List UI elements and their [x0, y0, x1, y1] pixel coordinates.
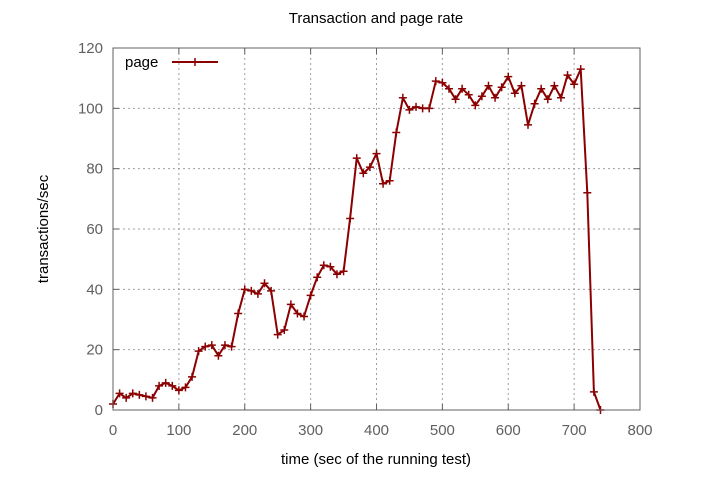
- data-point-marker: [168, 381, 177, 390]
- data-point-marker: [385, 176, 394, 185]
- data-point-marker: [273, 330, 282, 339]
- data-point-marker: [425, 104, 434, 113]
- data-point-marker: [332, 270, 341, 279]
- x-tick-label: 400: [364, 422, 389, 439]
- legend-label-page: page: [125, 54, 158, 71]
- data-point-marker: [438, 78, 447, 87]
- data-point-marker: [458, 84, 467, 93]
- data-point-marker: [194, 347, 203, 356]
- y-tick-label: 60: [86, 221, 103, 238]
- data-point-marker: [530, 99, 539, 108]
- data-point-marker: [379, 179, 388, 188]
- data-point-marker: [444, 84, 453, 93]
- data-point-marker: [155, 381, 164, 390]
- data-point-marker: [247, 286, 256, 295]
- data-point-marker: [365, 163, 374, 172]
- y-tick-label: 120: [78, 40, 103, 57]
- data-point-marker: [201, 342, 210, 351]
- data-point-marker: [352, 154, 361, 163]
- data-point-marker: [214, 351, 223, 360]
- data-point-marker: [359, 169, 368, 178]
- data-point-marker: [234, 309, 243, 318]
- data-point-marker: [122, 393, 131, 402]
- axis-ticks: 0 100 200 300 400 500 600 700 800 0 20 40 60 80 100 120: [78, 40, 653, 439]
- data-point-marker: [346, 214, 355, 223]
- series-layer: [109, 65, 605, 414]
- y-tick-label: 80: [86, 161, 103, 178]
- data-point-marker: [174, 386, 183, 395]
- x-tick-label: 800: [627, 422, 652, 439]
- data-point-marker: [491, 93, 500, 102]
- data-point-marker: [576, 65, 585, 74]
- data-point-marker: [398, 93, 407, 102]
- data-point-marker: [286, 300, 295, 309]
- chart-title: Transaction and page rate: [289, 10, 464, 27]
- data-point-marker: [431, 77, 440, 86]
- data-point-marker: [339, 267, 348, 276]
- y-tick-label: 20: [86, 342, 103, 359]
- data-point-marker: [405, 105, 414, 114]
- data-point-marker: [589, 387, 598, 396]
- x-tick-label: 700: [562, 422, 587, 439]
- data-point-marker: [464, 90, 473, 99]
- data-point-marker: [260, 279, 269, 288]
- data-point-marker: [550, 81, 559, 90]
- data-point-marker: [161, 378, 170, 387]
- x-tick-label: 500: [430, 422, 455, 439]
- data-point-marker: [128, 389, 137, 398]
- data-point-marker: [524, 120, 533, 129]
- y-tick-label: 0: [95, 402, 103, 419]
- data-point-marker: [372, 149, 381, 158]
- data-point-marker: [471, 101, 480, 110]
- x-tick-label: 300: [298, 422, 323, 439]
- data-point-marker: [220, 341, 229, 350]
- data-point-marker: [181, 383, 190, 392]
- data-point-marker: [135, 390, 144, 399]
- data-point-marker: [392, 128, 401, 137]
- data-point-marker: [267, 286, 276, 295]
- data-point-marker: [504, 72, 513, 81]
- data-point-marker: [477, 92, 486, 101]
- x-axis-label: time (sec of the running test): [281, 451, 471, 468]
- data-point-marker: [188, 372, 197, 381]
- data-point-marker: [556, 93, 565, 102]
- data-point-marker: [313, 273, 322, 282]
- data-point-marker: [319, 261, 328, 270]
- data-point-marker: [300, 312, 309, 321]
- x-tick-label: 200: [232, 422, 257, 439]
- data-point-marker: [227, 342, 236, 351]
- data-point-marker: [326, 262, 335, 271]
- x-tick-label: 100: [166, 422, 191, 439]
- data-point-marker: [484, 81, 493, 90]
- data-point-marker: [306, 291, 315, 300]
- y-axis-label: transactions/sec: [35, 174, 52, 283]
- y-tick-label: 100: [78, 100, 103, 117]
- y-tick-label: 40: [86, 281, 103, 298]
- data-point-marker: [451, 95, 460, 104]
- data-point-marker: [537, 84, 546, 93]
- data-point-marker: [543, 95, 552, 104]
- data-point-marker: [517, 81, 526, 90]
- data-point-marker: [253, 289, 262, 298]
- legend: page: [125, 54, 218, 71]
- data-point-marker: [207, 341, 216, 350]
- x-tick-label: 600: [496, 422, 521, 439]
- data-point-marker: [280, 326, 289, 335]
- data-point-marker: [148, 393, 157, 402]
- data-point-marker: [583, 188, 592, 197]
- data-point-marker: [240, 285, 249, 294]
- legend-marker-page: [191, 58, 199, 66]
- data-point-marker: [563, 71, 572, 80]
- data-point-marker: [510, 89, 519, 98]
- data-point-marker: [497, 83, 506, 92]
- data-point-marker: [412, 102, 421, 111]
- data-point-marker: [570, 80, 579, 89]
- data-point-marker: [293, 309, 302, 318]
- data-point-marker: [115, 389, 124, 398]
- data-point-marker: [141, 392, 150, 401]
- x-tick-label: 0: [109, 422, 117, 439]
